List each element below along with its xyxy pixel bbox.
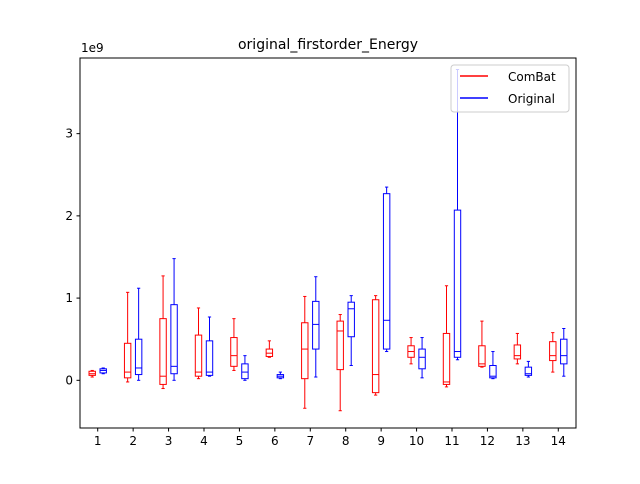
iqr-box <box>382 193 391 350</box>
box-original-10 <box>418 337 426 379</box>
legend-label-combat: ComBat <box>508 70 556 84</box>
box-combat-4 <box>194 307 203 380</box>
x-tick-label: 3 <box>165 434 173 448</box>
x-tick-label: 1 <box>94 434 102 448</box>
legend: ComBat Original <box>450 64 570 113</box>
x-tick-label: 13 <box>515 434 530 448</box>
box-original-2 <box>134 287 143 381</box>
chart-title: original_firstorder_Energy <box>238 37 418 53</box>
iqr-box <box>560 338 568 365</box>
box-combat-12 <box>478 320 486 368</box>
x-tick-label: 7 <box>306 434 314 448</box>
legend-label-original: Original <box>508 92 555 106</box>
iqr-box <box>418 348 426 370</box>
box-combat-9 <box>371 295 380 396</box>
iqr-box <box>312 300 320 350</box>
y-offset-label: 1e9 <box>81 41 104 55</box>
box-combat-6 <box>265 340 274 358</box>
box-combat-10 <box>407 337 415 365</box>
iqr-box <box>513 344 522 360</box>
y-tick-label: 1 <box>65 291 73 305</box>
box-original-12 <box>489 351 497 380</box>
iqr-box <box>442 332 451 385</box>
y-tick-label: 2 <box>65 209 73 223</box>
plot-content <box>88 69 568 412</box>
box-combat-3 <box>159 275 167 390</box>
iqr-box <box>371 299 380 394</box>
box-combat-7 <box>301 295 309 409</box>
iqr-box <box>123 342 132 379</box>
box-original-7 <box>312 276 320 378</box>
iqr-box <box>453 209 462 358</box>
iqr-box <box>301 322 309 380</box>
x-tick-label: 9 <box>377 434 385 448</box>
box-original-6 <box>276 371 285 380</box>
iqr-box <box>336 320 344 371</box>
box-combat-1 <box>88 369 96 378</box>
x-tick-label: 11 <box>444 434 459 448</box>
iqr-box <box>549 341 557 362</box>
box-original-1 <box>99 367 107 375</box>
iqr-box <box>194 334 203 377</box>
series-original <box>99 69 568 381</box>
x-tick-label: 2 <box>129 434 137 448</box>
box-combat-13 <box>513 332 522 365</box>
box-original-14 <box>560 328 568 377</box>
iqr-box <box>134 338 143 376</box>
x-tick-label: 4 <box>200 434 208 448</box>
x-tick-label: 14 <box>551 434 566 448</box>
box-combat-8 <box>336 314 344 412</box>
iqr-box <box>241 363 249 380</box>
iqr-box <box>347 301 355 338</box>
box-original-5 <box>241 355 249 381</box>
x-tick-label: 5 <box>236 434 244 448</box>
x-tick-label: 6 <box>271 434 279 448</box>
x-tick-label: 10 <box>409 434 424 448</box>
iqr-box <box>170 304 178 375</box>
iqr-box <box>478 345 486 367</box>
box-original-3 <box>170 258 178 381</box>
box-combat-11 <box>442 285 451 388</box>
box-combat-2 <box>123 291 132 383</box>
box-combat-14 <box>549 332 557 373</box>
iqr-box <box>205 340 214 376</box>
iqr-box <box>489 365 497 379</box>
box-original-13 <box>524 360 533 378</box>
box-original-9 <box>382 186 391 353</box>
axes-frame <box>79 57 577 429</box>
box-original-8 <box>347 295 355 367</box>
series-combat <box>88 275 557 412</box>
iqr-box <box>230 337 238 367</box>
iqr-box <box>159 318 167 385</box>
box-original-4 <box>205 316 214 377</box>
iqr-box <box>524 366 533 376</box>
y-tick-label: 3 <box>65 127 73 141</box>
y-tick-label: 0 <box>65 373 73 387</box>
box-combat-5 <box>230 318 238 371</box>
x-tick-label: 8 <box>342 434 350 448</box>
x-tick-label: 12 <box>480 434 495 448</box>
